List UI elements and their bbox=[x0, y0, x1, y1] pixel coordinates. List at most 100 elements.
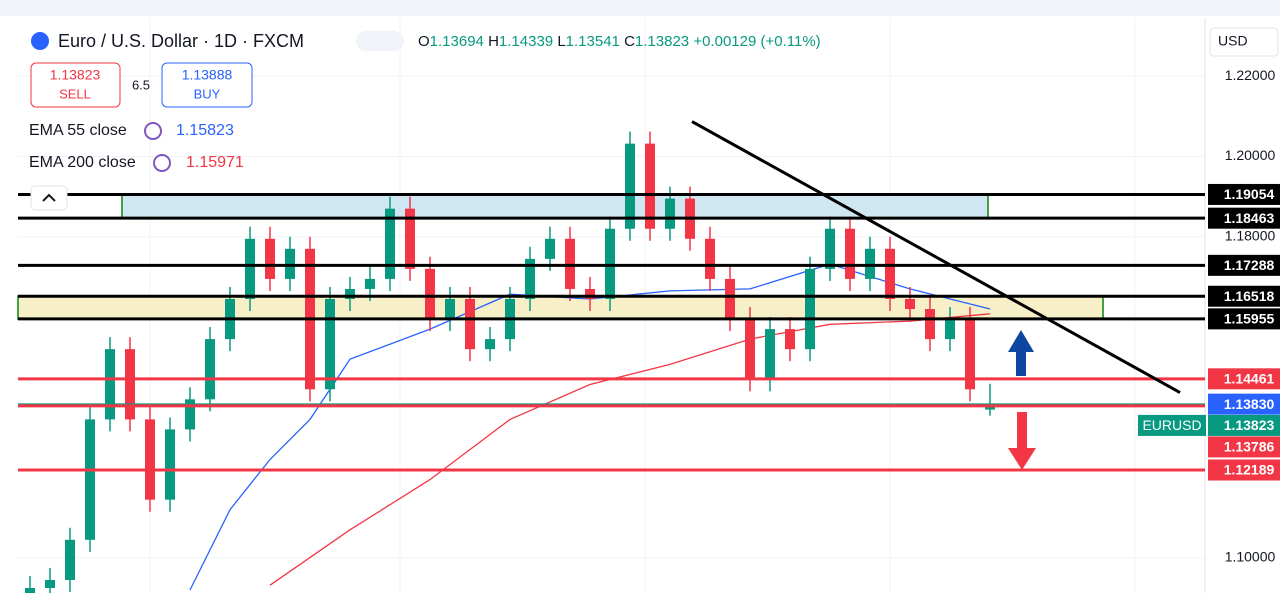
candle-body bbox=[65, 539, 75, 580]
collapse-icon bbox=[42, 193, 56, 202]
price-label: 1.18463 bbox=[1224, 210, 1275, 226]
price-axis: 1.22000 1.20000 1.18000 1.10000 1.19054 1.184… bbox=[1138, 67, 1280, 565]
header-buttons[interactable] bbox=[356, 31, 404, 51]
candle-body bbox=[765, 329, 775, 380]
ohlc: O1.13694 H1.14339 L1.13541 C1.13823 +0.0… bbox=[418, 33, 821, 50]
spread: 6.5 bbox=[132, 77, 150, 92]
candle-body bbox=[365, 278, 375, 289]
top-toolbar bbox=[0, 0, 1280, 16]
zone bbox=[17, 295, 1104, 320]
candle-body bbox=[745, 319, 755, 380]
candle-body bbox=[145, 419, 155, 500]
buy-label: BUY bbox=[194, 86, 221, 101]
indicator-value: 1.15971 bbox=[186, 154, 244, 171]
candle-body bbox=[425, 268, 435, 320]
candle-body bbox=[585, 288, 595, 299]
down-arrow bbox=[1008, 412, 1036, 470]
ohlc-label: H bbox=[488, 33, 499, 50]
y-tick-label: 1.10000 bbox=[1225, 549, 1276, 565]
currency-select[interactable] bbox=[1209, 27, 1279, 57]
candle-body bbox=[805, 268, 815, 350]
candle-body bbox=[385, 208, 395, 279]
candle-body bbox=[965, 319, 975, 390]
price-label: 1.14461 bbox=[1224, 371, 1275, 387]
symbol-icon bbox=[31, 32, 49, 50]
ohlc-value: 1.13823 bbox=[635, 33, 689, 50]
sell-button[interactable] bbox=[30, 62, 121, 108]
candle-body bbox=[345, 288, 355, 299]
price-label: 1.17288 bbox=[1224, 257, 1275, 273]
price-label-box bbox=[1208, 459, 1280, 481]
sell-label: SELL bbox=[59, 86, 91, 101]
candle-body bbox=[885, 248, 895, 299]
price-label-box bbox=[1208, 393, 1280, 415]
price-label: 1.13786 bbox=[1224, 439, 1275, 455]
candle-body bbox=[725, 278, 735, 320]
y-tick-label: 1.22000 bbox=[1225, 67, 1276, 83]
candle-body bbox=[665, 198, 675, 229]
price-label-box bbox=[1208, 308, 1280, 330]
price-label: 1.13830 bbox=[1224, 396, 1275, 412]
candle-body bbox=[185, 399, 195, 430]
candle-body bbox=[705, 238, 715, 279]
buy-price: 1.13888 bbox=[182, 67, 233, 83]
trendline bbox=[691, 120, 1181, 394]
candle-body bbox=[25, 587, 35, 593]
currency: USD bbox=[1218, 33, 1248, 49]
candle-body bbox=[545, 238, 555, 259]
candle-body bbox=[465, 298, 475, 350]
indicator-value: 1.15823 bbox=[176, 122, 234, 139]
price-label-box bbox=[1208, 207, 1280, 229]
price-label: 1.12189 bbox=[1224, 462, 1275, 478]
candle-body bbox=[785, 329, 795, 350]
up-arrow bbox=[1008, 330, 1034, 376]
candle-body bbox=[245, 238, 255, 299]
price-label-box bbox=[1208, 414, 1280, 436]
ohlc-value: 1.13541 bbox=[566, 33, 620, 50]
candle-body bbox=[625, 143, 635, 229]
y-tick-label: 1.18000 bbox=[1225, 227, 1276, 243]
price-label: 1.19054 bbox=[1224, 186, 1275, 202]
ohlc-value: 1.14339 bbox=[499, 33, 553, 50]
price-label-box bbox=[1208, 436, 1280, 458]
price-label-box bbox=[1208, 285, 1280, 307]
candle-body bbox=[45, 579, 55, 588]
ohlc-value: 1.13694 bbox=[430, 33, 484, 50]
ohlc-label: O bbox=[418, 33, 430, 50]
indicator-name: EMA 200 close bbox=[29, 154, 136, 171]
change: +0.00129 (+0.11%) bbox=[693, 33, 820, 50]
candle-body bbox=[85, 419, 95, 540]
candle-body bbox=[525, 258, 535, 299]
price-label: 1.15955 bbox=[1224, 311, 1275, 327]
candle-body bbox=[485, 339, 495, 350]
price-label-box bbox=[1208, 183, 1280, 205]
candle-body bbox=[825, 228, 835, 269]
candle-body bbox=[405, 208, 415, 269]
ohlc-label: C bbox=[624, 33, 635, 50]
candle-body bbox=[925, 309, 935, 340]
price-label-box bbox=[1208, 368, 1280, 390]
candle-body bbox=[945, 319, 955, 340]
y-tick-label: 1.20000 bbox=[1225, 147, 1276, 163]
candle-body bbox=[105, 349, 115, 420]
candle-body bbox=[905, 298, 915, 310]
price-label: 1.16518 bbox=[1224, 288, 1275, 304]
indicator-name: EMA 55 close bbox=[29, 122, 127, 139]
collapse-button[interactable] bbox=[30, 185, 68, 211]
indicator-icon bbox=[153, 154, 171, 172]
ohlc-label: L bbox=[557, 33, 565, 50]
symbol-title: Euro / U.S. Dollar · 1D · FXCM bbox=[58, 31, 304, 51]
price-label: 1.13823 bbox=[1224, 417, 1275, 433]
buy-button[interactable] bbox=[161, 62, 253, 108]
price-label-box bbox=[1208, 254, 1280, 276]
symbol-tag-box bbox=[1138, 414, 1206, 436]
ema-line bbox=[269, 313, 991, 586]
candle-body bbox=[645, 143, 655, 229]
candle-body bbox=[165, 429, 175, 500]
indicator-icon bbox=[144, 122, 162, 140]
plot bbox=[17, 75, 1205, 593]
candle-body bbox=[325, 298, 335, 390]
candle-body bbox=[205, 339, 215, 400]
candle-body bbox=[125, 349, 135, 420]
